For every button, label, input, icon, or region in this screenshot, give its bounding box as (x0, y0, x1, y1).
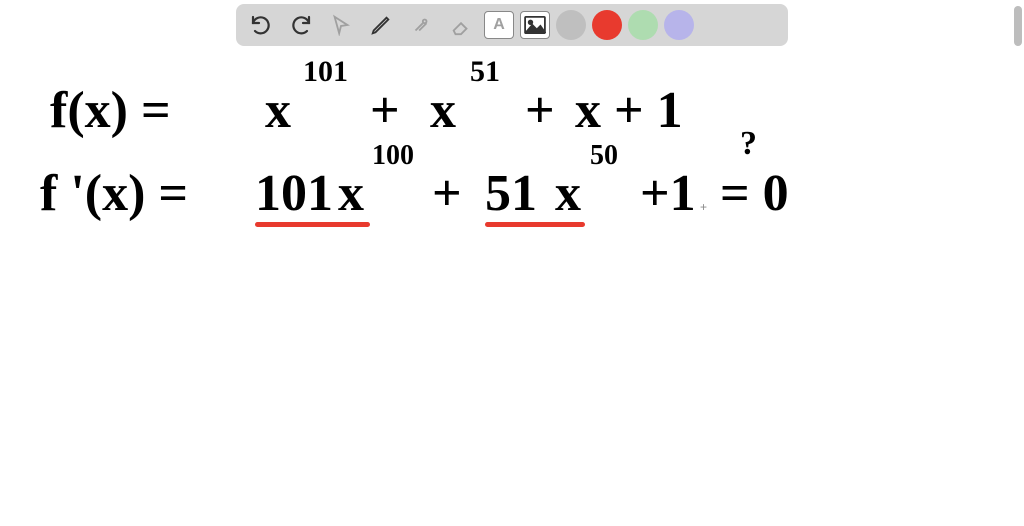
eraser-icon (450, 14, 472, 36)
eq2-eqrhs: = 0 (720, 168, 789, 220)
eq2-base1: x (338, 168, 364, 220)
eq2-plus2: +1 (640, 168, 696, 220)
vertical-scrollbar[interactable] (1014, 6, 1022, 46)
eq2-question: ? (740, 125, 757, 163)
text-tool-button[interactable]: A (484, 11, 514, 39)
undo-button[interactable] (244, 8, 278, 42)
pointer-icon (330, 14, 352, 36)
pencil-icon (370, 14, 392, 36)
undo-icon (249, 13, 273, 37)
eq1-plus2: + (525, 85, 555, 137)
redo-button[interactable] (284, 8, 318, 42)
text-tool-label: A (493, 16, 505, 34)
eq2-exp2: 50 (590, 140, 618, 172)
color-purple[interactable] (664, 10, 694, 40)
eq2-coef1: 101 (255, 168, 333, 220)
eq1-term1-exp: 101 (303, 55, 348, 89)
underline-101x (255, 222, 370, 227)
pencil-button[interactable] (364, 8, 398, 42)
color-red[interactable] (592, 10, 622, 40)
drawing-toolbar: A (236, 4, 788, 46)
color-gray[interactable] (556, 10, 586, 40)
eraser-button[interactable] (444, 8, 478, 42)
image-tool-button[interactable] (520, 11, 550, 39)
eq2-base2: x (555, 168, 581, 220)
eq1-term2-base: x (430, 85, 456, 137)
eq1-term2-exp: 51 (470, 55, 500, 89)
eq2-plus1: + (432, 168, 462, 220)
eq2-coef2: 51 (485, 168, 537, 220)
eq1-term3: x + 1 (575, 85, 683, 137)
eq2-lhs: f '(x) = (40, 168, 188, 220)
eq1-plus1: + (370, 85, 400, 137)
tools-button[interactable] (404, 8, 438, 42)
tools-icon (410, 14, 432, 36)
pointer-button[interactable] (324, 8, 358, 42)
redo-icon (289, 13, 313, 37)
eq2-exp1: 100 (372, 140, 414, 172)
color-green[interactable] (628, 10, 658, 40)
cursor-mark: + (700, 200, 707, 214)
eq1-term1-base: x (265, 85, 291, 137)
underline-51x (485, 222, 585, 227)
eq1-lhs: f(x) = (50, 85, 171, 137)
image-icon (524, 16, 546, 34)
